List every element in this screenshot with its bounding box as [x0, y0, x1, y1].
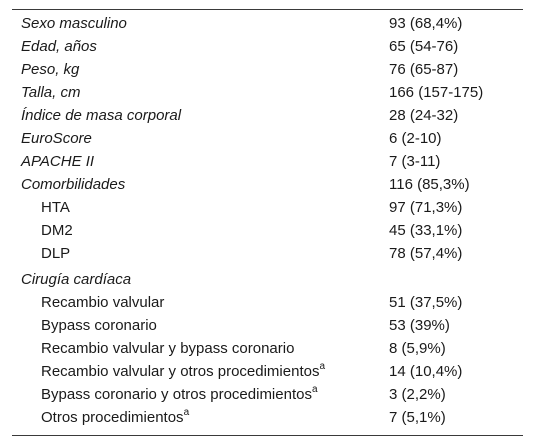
- table-row: EuroScore 6 (2-10): [12, 127, 523, 150]
- row-value: 7 (3-11): [389, 153, 441, 170]
- row-label: Comorbilidades: [21, 176, 126, 193]
- table-top-rule: [12, 9, 523, 10]
- row-value: 7 (5,1%): [389, 409, 446, 426]
- table-row: Otros procedimientosa 7 (5,1%): [12, 406, 523, 429]
- table-row: Talla, cm 166 (157-175): [12, 81, 523, 104]
- row-value: 45 (33,1%): [389, 222, 463, 239]
- row-value: 51 (37,5%): [389, 294, 463, 311]
- footnote-marker: a: [183, 407, 190, 418]
- row-value: 8 (5,9%): [389, 340, 446, 357]
- row-label: DLP: [41, 245, 71, 262]
- section-label: Cirugía cardíaca: [21, 271, 132, 288]
- table-row: Peso, kg 76 (65-87): [12, 58, 523, 81]
- table-row: DM2 45 (33,1%): [12, 219, 523, 242]
- row-value: 14 (10,4%): [389, 363, 463, 380]
- row-value: 78 (57,4%): [389, 245, 463, 262]
- row-value: 3 (2,2%): [389, 386, 446, 403]
- table-row: Recambio valvular y bypass coronario 8 (…: [12, 337, 523, 360]
- table-row: Comorbilidades 116 (85,3%): [12, 173, 523, 196]
- table-row: Bypass coronario y otros procedimientosa…: [12, 383, 523, 406]
- row-label: Peso, kg: [21, 61, 80, 78]
- row-label: Recambio valvular y bypass coronario: [41, 340, 295, 357]
- table-bottom-rule: [12, 435, 523, 436]
- row-value: 166 (157-175): [389, 84, 484, 101]
- footnote-marker: a: [311, 384, 318, 395]
- row-label: Edad, años: [21, 38, 97, 55]
- row-label-wrap: Recambio valvular y otros procedimientos…: [41, 360, 325, 383]
- table-row: Índice de masa corporal 28 (24-32): [12, 104, 523, 127]
- row-value: 53 (39%): [389, 317, 450, 334]
- footnote-marker: a: [319, 361, 326, 372]
- row-label: EuroScore: [21, 130, 92, 147]
- row-label: HTA: [41, 199, 70, 216]
- table-row: Cirugía cardíaca: [12, 268, 523, 291]
- row-label: Bypass coronario y otros procedimientos: [41, 386, 312, 403]
- row-label: Índice de masa corporal: [21, 107, 182, 124]
- row-value: 93 (68,4%): [389, 15, 463, 32]
- row-label: Bypass coronario: [41, 317, 157, 334]
- row-label: Talla, cm: [21, 84, 81, 101]
- row-label: DM2: [41, 222, 73, 239]
- row-label: APACHE II: [21, 153, 95, 170]
- table-row: Edad, años 65 (54-76): [12, 35, 523, 58]
- table-row: Recambio valvular y otros procedimientos…: [12, 360, 523, 383]
- table-row: Sexo masculino 93 (68,4%): [12, 12, 523, 35]
- row-label: Recambio valvular: [41, 294, 165, 311]
- row-label-wrap: Bypass coronario y otros procedimientosa: [41, 383, 318, 406]
- table-row: Recambio valvular 51 (37,5%): [12, 291, 523, 314]
- table-row: DLP 78 (57,4%): [12, 242, 523, 265]
- row-label: Recambio valvular y otros procedimientos: [41, 363, 320, 380]
- row-value: 76 (65-87): [389, 61, 459, 78]
- table-row: Bypass coronario 53 (39%): [12, 314, 523, 337]
- row-value: 28 (24-32): [389, 107, 459, 124]
- table-row: HTA 97 (71,3%): [12, 196, 523, 219]
- characteristics-table: Sexo masculino 93 (68,4%) Edad, años 65 …: [12, 9, 523, 436]
- row-label-wrap: Otros procedimientosa: [41, 406, 189, 429]
- table-row: APACHE II 7 (3-11): [12, 150, 523, 173]
- row-label: Otros procedimientos: [41, 409, 184, 426]
- row-label: Sexo masculino: [21, 15, 127, 32]
- row-value: 97 (71,3%): [389, 199, 463, 216]
- row-value: 116 (85,3%): [389, 176, 470, 193]
- row-value: 6 (2-10): [389, 130, 442, 147]
- row-value: 65 (54-76): [389, 38, 459, 55]
